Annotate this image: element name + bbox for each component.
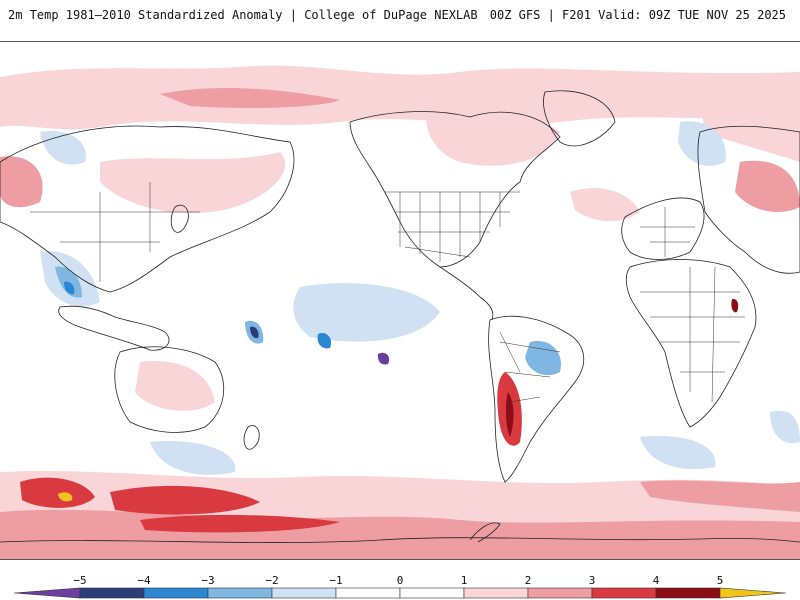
brazil-cold <box>525 341 561 376</box>
cold-anomaly-shading <box>40 121 800 475</box>
map-title: 2m Temp 1981–2010 Standardized Anomaly |… <box>8 8 478 22</box>
africa-borders <box>640 266 745 403</box>
anomaly-map <box>0 42 800 559</box>
europe-borders <box>640 207 695 257</box>
colorbar-tick: −5 <box>73 574 87 587</box>
warm-anomaly-shading <box>0 65 800 559</box>
southeast-asia-cold-deep <box>64 281 75 295</box>
fiji-cold-core <box>250 326 259 339</box>
africa-outline <box>625 259 757 428</box>
australia-warm <box>135 361 215 411</box>
africa-warm-spot <box>731 298 739 313</box>
colorbar-segment <box>591 587 657 599</box>
arctic-warm-core <box>160 87 340 108</box>
colorbar-tick: 2 <box>524 574 532 587</box>
south-atlantic-cold <box>640 436 716 470</box>
colorbar-tick: 3 <box>588 574 596 587</box>
new-zealand-outline <box>243 425 260 450</box>
colorbar-segment <box>719 587 787 599</box>
japan-outline <box>170 204 189 233</box>
header: 2m Temp 1981–2010 Standardized Anomaly |… <box>0 0 800 32</box>
antarctica-outline <box>0 537 800 543</box>
arctic-warm-band <box>0 65 800 130</box>
indonesia-outline <box>58 305 170 351</box>
colorbar-segment <box>79 587 145 599</box>
colorbar: −5 −4 −3 −2 −1 0 1 2 3 4 5 <box>0 570 800 600</box>
north-pacific-cold <box>40 131 86 165</box>
north-atlantic-warm <box>570 188 640 222</box>
colorbar-segment <box>335 587 401 599</box>
south-america-borders <box>499 331 561 403</box>
south-america-warm-core <box>505 392 514 437</box>
colorbar-tick: −3 <box>201 574 215 587</box>
samoa-cold <box>317 332 332 349</box>
antarctic-warm-core-west <box>20 477 95 508</box>
north-america-outline <box>349 111 561 268</box>
colorbar-tick: 0 <box>396 574 404 587</box>
colorbar-tick-labels: −5 −4 −3 −2 −1 0 1 2 3 4 5 <box>0 570 800 587</box>
coastlines <box>0 90 800 543</box>
us-mexico-border <box>404 246 471 258</box>
colorbar-tick: −1 <box>329 574 343 587</box>
colorbar-tick: 1 <box>460 574 468 587</box>
siberia-warm <box>0 156 43 208</box>
model-run-label: 00Z GFS | F201 Valid: 09Z TUE NOV 25 202… <box>489 8 786 22</box>
australia-outline <box>114 346 224 433</box>
tahiti-cold <box>377 352 390 365</box>
antarctic-warm-core-center <box>110 485 260 515</box>
tropical-pacific-cold <box>293 283 440 342</box>
southeast-atlantic-warm <box>640 480 800 512</box>
colorbar-tick: 4 <box>652 574 660 587</box>
south-pacific-cold <box>150 441 236 475</box>
colorbar-segment <box>13 587 81 599</box>
colorbar-segment <box>463 587 529 599</box>
scandinavia-cold <box>678 121 726 166</box>
colorbar-segment <box>143 587 209 599</box>
political-borders <box>30 182 745 403</box>
antarctic-peninsula-outline <box>469 522 501 543</box>
colorbar-tick: −2 <box>265 574 279 587</box>
central-asia-warm <box>735 160 800 212</box>
colorbar-tick: −4 <box>137 574 151 587</box>
colorbar-segment <box>271 587 337 599</box>
asia-east-outline <box>697 125 800 274</box>
map-panel <box>0 41 800 560</box>
colorbar-segment <box>207 587 273 599</box>
greenland-outline <box>543 90 616 147</box>
colorbar-segment <box>399 587 465 599</box>
colorbar-segment <box>655 587 721 599</box>
russia-warm <box>700 97 800 162</box>
colorbar-scale <box>13 587 787 599</box>
colorbar-segment <box>527 587 593 599</box>
asia-outline <box>0 125 295 293</box>
central-america-outline <box>439 266 494 321</box>
antarctic-warm-core-south <box>140 514 340 533</box>
antarctic-extreme-core <box>58 492 73 502</box>
colorbar-tick: 5 <box>716 574 724 587</box>
tasman-cold <box>770 410 800 444</box>
europe-outline <box>621 197 705 260</box>
asia-borders <box>30 182 200 282</box>
us-state-lines <box>395 192 510 262</box>
east-asia-warm <box>100 152 286 213</box>
south-america-outline <box>488 315 584 483</box>
